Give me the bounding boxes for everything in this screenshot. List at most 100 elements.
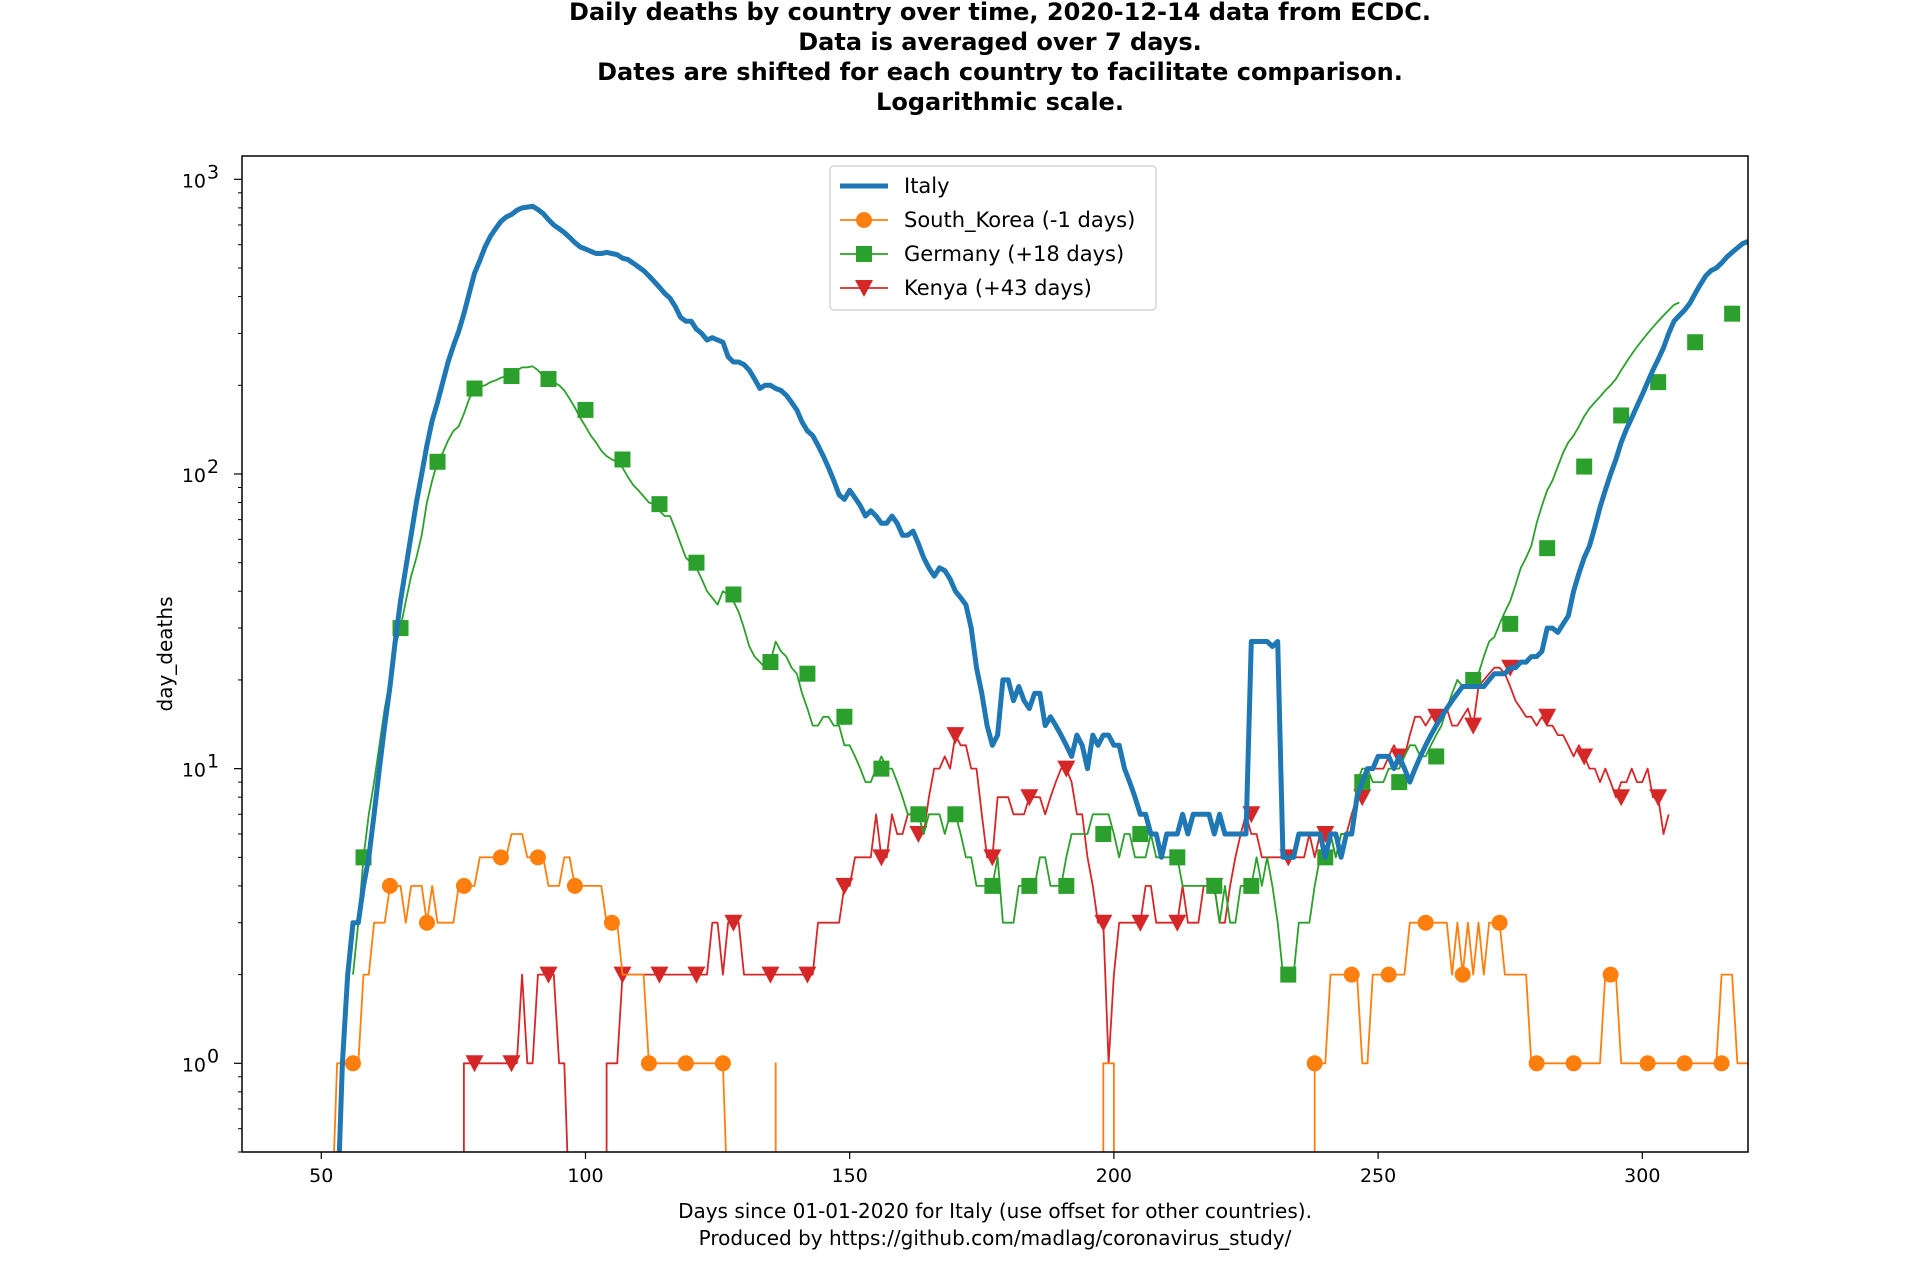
series-3-marker-35	[1613, 407, 1630, 424]
series-4-marker-32	[1649, 789, 1668, 807]
series-4-marker-18	[1131, 914, 1150, 932]
series-2-marker-12	[1306, 1055, 1323, 1072]
y-axis-label: day_deaths	[153, 597, 177, 712]
series-3-marker-32	[1502, 615, 1519, 632]
series-4-marker-7	[724, 914, 743, 932]
series-4-marker-29	[1538, 708, 1557, 726]
series-2-marker-11	[714, 1055, 731, 1072]
series-3-marker-37	[1687, 334, 1704, 351]
series-3-marker-22	[1132, 826, 1149, 843]
series-4-marker-17	[1094, 914, 1113, 932]
series-3-marker-18	[984, 877, 1001, 894]
series-3-marker-21	[1095, 826, 1112, 843]
series-3-marker-9	[651, 496, 668, 513]
series-2	[333, 833, 1748, 1152]
title-line-2: Data is averaged over 7 days.	[798, 28, 1202, 56]
series-2-marker-10	[677, 1055, 694, 1072]
series-1	[336, 203, 1748, 1152]
y-tick-exponent-2: 1	[207, 751, 219, 773]
series-3-marker-13	[799, 665, 816, 682]
series-2-marker-7	[566, 877, 583, 894]
series-3-marker-14	[836, 708, 853, 725]
series-3-marker-34	[1576, 458, 1593, 475]
series-3-marker-6	[540, 371, 557, 388]
series-3-marker-7	[577, 401, 594, 418]
series-3-marker-3	[429, 453, 446, 470]
x-axis-label-line-1: Days since 01-01-2020 for Italy (use off…	[678, 1199, 1312, 1223]
legend-label-3: Germany (+18 days)	[904, 242, 1124, 266]
series-2-marker-3	[418, 914, 435, 931]
legend-label-2: South_Korea (-1 days)	[904, 208, 1135, 233]
y-tick-label-2: 10	[182, 760, 206, 782]
series-3-marker-23	[1169, 849, 1186, 866]
x-axis-label-line-2: Produced by https://github.com/madlag/co…	[699, 1226, 1292, 1250]
series-3-marker-31	[1465, 671, 1482, 688]
series-2-line	[333, 833, 1748, 1152]
series-2-marker-4	[455, 877, 472, 894]
series-2-marker-19	[1565, 1055, 1582, 1072]
title-line-1: Daily deaths by country over time, 2020-…	[569, 0, 1431, 26]
series-3-marker-17	[947, 806, 964, 823]
series-2-marker-2	[381, 877, 398, 894]
legend-entry-4: Kenya (+43 days)	[840, 276, 1092, 300]
series-2-marker-15	[1417, 914, 1434, 931]
series-2-marker-1	[344, 1055, 361, 1072]
series-2-marker-18	[1528, 1055, 1545, 1072]
series-2-marker-8	[603, 914, 620, 931]
series-1-line	[336, 203, 1748, 1152]
series-4-marker-15	[1020, 789, 1039, 807]
series-4-marker-31	[1612, 789, 1631, 807]
series-4-marker-11	[872, 849, 891, 867]
series-2-marker-17	[1491, 914, 1508, 931]
series-3-marker-4	[466, 380, 483, 397]
x-axis: 50 100 150 200 250 300	[309, 1152, 1660, 1187]
series-4-marker-9	[798, 966, 817, 984]
series-4-marker-10	[835, 877, 854, 895]
legend: Italy South_Korea (-1 days) Germany (+18 d…	[829, 165, 1157, 311]
series-2-marker-23	[1713, 1055, 1730, 1072]
y-tick-label-4: 10	[182, 170, 206, 192]
plot-area	[242, 156, 1748, 1152]
series-4-marker-19	[1168, 914, 1187, 932]
series-layer	[333, 203, 1748, 1152]
series-2-marker-6	[529, 849, 546, 866]
series-4-marker-8	[761, 966, 780, 984]
series-2-marker-5	[492, 849, 509, 866]
series-3	[352, 301, 1741, 983]
series-3-marker-24	[1206, 877, 1223, 894]
plot-frame	[241, 155, 1749, 1153]
y-tick-exponent-4: 3	[207, 161, 219, 183]
legend-marker-4	[855, 280, 873, 297]
series-3-marker-10	[688, 554, 705, 571]
series-4-marker-16	[1057, 760, 1076, 778]
series-3-marker-11	[725, 586, 742, 603]
x-tick-label-1: 50	[309, 1165, 333, 1187]
series-2-marker-21	[1639, 1055, 1656, 1072]
y-tick-label-1: 10	[182, 1054, 206, 1076]
y-tick-label-3: 10	[182, 465, 206, 487]
x-tick-label-2: 100	[567, 1165, 603, 1187]
y-tick-exponent-1: 0	[207, 1045, 219, 1067]
series-2-marker-9	[640, 1055, 657, 1072]
series-3-marker-33	[1539, 540, 1556, 557]
series-4-marker-27	[1464, 717, 1483, 735]
y-tick-exponent-3: 2	[207, 456, 219, 478]
series-3-marker-19	[1021, 877, 1038, 894]
series-4-marker-5	[650, 966, 669, 984]
x-tick-label-4: 200	[1096, 1165, 1132, 1187]
series-4-marker-30	[1575, 748, 1594, 766]
series-4-marker-6	[687, 966, 706, 984]
series-2-marker-16	[1454, 966, 1471, 983]
series-3-line	[352, 301, 1680, 976]
series-3-marker-16	[910, 806, 927, 823]
series-3-marker-15	[873, 760, 890, 777]
legend-entry-1: Italy	[840, 174, 950, 198]
legend-entry-2: South_Korea (-1 days)	[840, 208, 1135, 233]
series-2-marker-20	[1602, 966, 1619, 983]
series-4-marker-2	[502, 1055, 521, 1073]
series-4-marker-26	[1427, 708, 1446, 726]
series-4-marker-1	[465, 1055, 484, 1073]
legend-label-4: Kenya (+43 days)	[904, 276, 1092, 300]
series-3-marker-30	[1428, 748, 1445, 765]
